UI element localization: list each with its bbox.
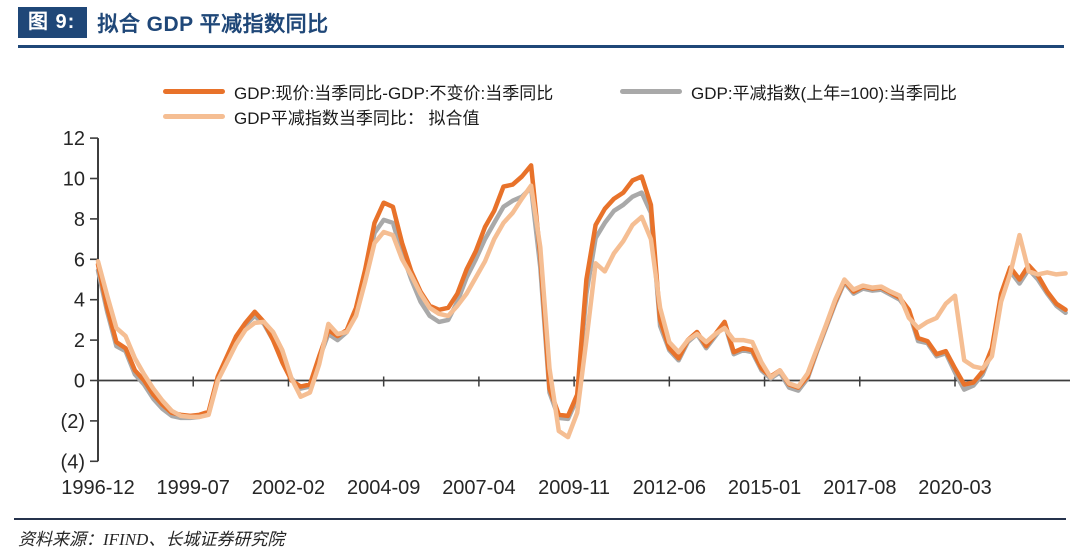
y-axis-tick-label: 12 <box>63 128 85 150</box>
y-axis-tick-label: 8 <box>74 209 85 231</box>
y-axis-tick-label: (4) <box>61 451 85 473</box>
line-chart-plot: 12 10 8 6 4 2 0 (2) (4) 1996-12 1999-07 2002-02 2004… <box>61 128 1070 499</box>
x-axis-tick-label: 2017-08 <box>823 477 896 499</box>
footer-divider <box>14 518 1066 520</box>
x-axis-tick-label: 2009-11 <box>538 477 610 499</box>
x-axis-tick-label: 1996-12 <box>61 477 134 499</box>
legend-label: GDP:现价:当季同比-GDP:不变价:当季同比 <box>234 83 554 103</box>
legend-item-fitted-series: GDP平减指数当季同比： 拟合值 <box>163 105 480 128</box>
x-axis-tick-label: 2015-01 <box>728 477 801 499</box>
x-axis-tick-label: 2004-09 <box>347 477 420 499</box>
y-axis-tick-label: 0 <box>74 371 85 393</box>
legend-swatch-orange <box>163 88 225 94</box>
x-axis-tick-label: 2002-02 <box>252 477 325 499</box>
figure-title: 拟合 GDP 平减指数同比 <box>97 12 329 36</box>
y-axis-tick-label: 6 <box>74 249 85 271</box>
data-source-note: 资料来源：IFIND、长城证券研究院 <box>18 530 285 549</box>
series-line-2 <box>95 183 1068 440</box>
y-axis-tick-label: (2) <box>61 411 85 433</box>
y-axis-tick-label: 4 <box>74 290 85 312</box>
legend-label: GDP:平减指数(上年=100):当季同比 <box>691 83 957 103</box>
figure-header: 图 9: 拟合 GDP 平减指数同比 <box>18 7 1064 48</box>
x-axis-tick-label: 2007-04 <box>442 477 515 499</box>
legend-swatch-gray <box>620 88 682 94</box>
legend-swatch-light-orange <box>163 113 225 119</box>
legend-item-deflator-series: GDP:平减指数(上年=100):当季同比 <box>620 80 957 103</box>
legend-item-gap-series: GDP:现价:当季同比-GDP:不变价:当季同比 <box>163 80 554 103</box>
y-axis-tick-label: 10 <box>63 169 85 191</box>
figure-number-badge: 图 9: <box>18 7 88 38</box>
y-axis-tick-label: 2 <box>74 330 85 352</box>
x-axis-tick-label: 2012-06 <box>633 477 706 499</box>
x-axis-tick-label: 1999-07 <box>157 477 230 499</box>
legend-label: GDP平减指数当季同比： 拟合值 <box>234 108 480 128</box>
x-axis-tick-label: 2020-03 <box>918 477 991 499</box>
